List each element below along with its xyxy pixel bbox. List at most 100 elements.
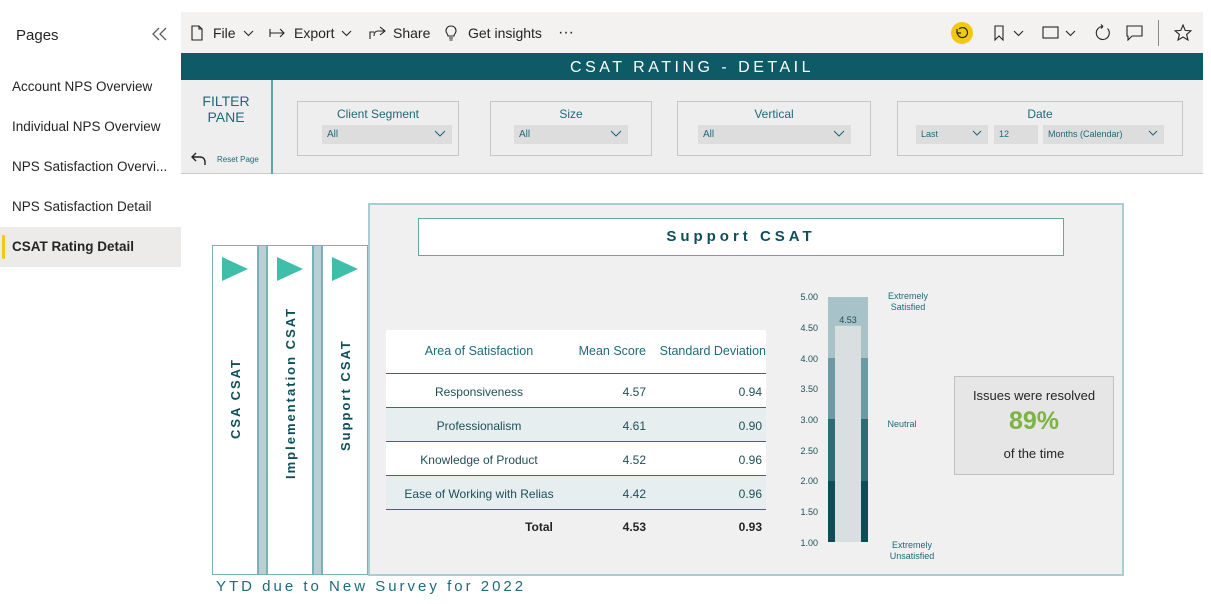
export-arrow-icon bbox=[269, 28, 285, 37]
nav-button-support-csat[interactable]: Support CSAT bbox=[322, 245, 368, 575]
kpi-caption-top: Issues were resolved bbox=[972, 388, 1096, 403]
comment-button[interactable] bbox=[1126, 12, 1143, 53]
date-slicer: Date Last 12 Months (Calendar) bbox=[897, 101, 1183, 156]
page-item-nps-satisfaction-detail[interactable]: NPS Satisfaction Detail bbox=[12, 199, 152, 214]
file-icon bbox=[191, 24, 203, 41]
star-icon bbox=[1174, 24, 1192, 41]
share-button[interactable]: Share bbox=[369, 12, 430, 53]
comment-icon bbox=[1126, 24, 1143, 41]
size-title: Size bbox=[559, 107, 583, 121]
nav-button-csa-csat[interactable]: CSA CSAT bbox=[212, 245, 258, 575]
size-dropdown[interactable]: All bbox=[514, 125, 628, 144]
lightbulb-icon bbox=[445, 24, 457, 41]
kpi-caption-bottom: of the time bbox=[1003, 446, 1065, 461]
refresh-button[interactable] bbox=[1094, 12, 1112, 53]
chevron-down-icon bbox=[1148, 130, 1158, 136]
pages-title: Pages bbox=[16, 27, 59, 44]
chevron-down-icon bbox=[972, 130, 982, 136]
column-header-sd[interactable]: Standard Deviation bbox=[659, 344, 766, 358]
vertical-slicer: Vertical All bbox=[677, 101, 871, 156]
chevron-down-icon bbox=[342, 30, 352, 36]
table-total-row: Total 4.53 0.93 bbox=[525, 520, 762, 534]
page-item-csat-rating-detail[interactable]: CSAT Rating Detail bbox=[0, 227, 181, 267]
collapse-pane-icon[interactable] bbox=[150, 24, 170, 44]
table-row: Professionalism 4.61 0.90 bbox=[386, 408, 766, 442]
table-row: Ease of Working with Relias 4.42 0.96 bbox=[386, 476, 766, 510]
nav-divider bbox=[313, 245, 322, 575]
chevron-down-icon bbox=[434, 130, 446, 137]
file-menu-button[interactable]: File bbox=[190, 12, 254, 53]
table-row: Knowledge of Product 4.52 0.96 bbox=[386, 442, 766, 476]
kpi-value: 89% bbox=[1008, 407, 1060, 435]
reset-icon bbox=[951, 21, 973, 44]
nav-button-implementation-csat[interactable]: Implementation CSAT bbox=[267, 245, 313, 575]
csat-gauge: 4.53 bbox=[828, 297, 868, 542]
satisfaction-table: Area of Satisfaction Mean Score Standard… bbox=[386, 330, 766, 542]
filter-pane-title-line2: PANE bbox=[207, 109, 245, 125]
chevron-down-icon bbox=[833, 130, 845, 137]
page-item-account-nps-overview[interactable]: Account NPS Overview bbox=[12, 79, 153, 94]
chevron-down-icon bbox=[243, 30, 253, 36]
gauge-label-mid: Neutral bbox=[887, 419, 917, 429]
client-segment-title: Client Segment bbox=[336, 107, 420, 121]
gauge-tick: 1.00 bbox=[800, 538, 818, 548]
reset-button[interactable] bbox=[950, 12, 974, 53]
toolbar-divider bbox=[1158, 20, 1159, 46]
page-item-nps-satisfaction-overview[interactable]: NPS Satisfaction Overvi... bbox=[12, 159, 168, 174]
play-arrow-icon bbox=[222, 257, 248, 281]
gauge-label-bottom: Extremely Unsatisfied bbox=[889, 540, 935, 561]
support-csat-panel: Support CSAT Area of Satisfaction Mean S… bbox=[368, 203, 1124, 576]
client-segment-dropdown[interactable]: All bbox=[322, 125, 452, 144]
more-options-button[interactable]: ··· bbox=[558, 23, 574, 41]
reset-page-button[interactable]: Reset Page bbox=[191, 152, 259, 166]
gauge-tick: 2.50 bbox=[800, 446, 818, 456]
column-header-mean[interactable]: Mean Score bbox=[578, 344, 646, 358]
chevron-down-icon bbox=[1013, 30, 1024, 36]
undo-icon bbox=[191, 152, 206, 165]
report-toolbar: File Export Share Get insights ··· bbox=[181, 12, 1203, 53]
get-insights-button[interactable]: Get insights bbox=[445, 12, 542, 53]
gauge-tick: 4.00 bbox=[800, 354, 818, 364]
date-unit-dropdown[interactable]: Months (Calendar) bbox=[1043, 125, 1164, 144]
bookmark-icon bbox=[994, 24, 1004, 41]
table-row: Responsiveness 4.57 0.94 bbox=[386, 374, 766, 408]
gauge-tick: 5.00 bbox=[800, 292, 818, 302]
chevron-down-icon bbox=[1065, 30, 1076, 36]
nav-divider bbox=[258, 245, 267, 575]
filter-pane-label: FILTER PANE Reset Page bbox=[181, 80, 273, 174]
column-header-area[interactable]: Area of Satisfaction bbox=[424, 344, 534, 358]
client-segment-slicer: Client Segment All bbox=[297, 101, 459, 156]
gauge-tick: 3.50 bbox=[800, 384, 818, 394]
gauge-tick: 3.00 bbox=[800, 415, 818, 425]
date-title: Date bbox=[1027, 107, 1053, 121]
page-item-individual-nps-overview[interactable]: Individual NPS Overview bbox=[12, 119, 161, 134]
gauge-value-label: 4.53 bbox=[839, 315, 857, 325]
gauge-tick: 2.00 bbox=[800, 476, 818, 486]
view-icon bbox=[1042, 26, 1059, 39]
gauge-value-bar bbox=[835, 325, 861, 542]
footer-note: YTD due to New Survey for 2022 bbox=[216, 578, 527, 595]
size-slicer: Size All bbox=[490, 101, 652, 156]
refresh-icon bbox=[1095, 23, 1110, 40]
chevron-down-icon bbox=[610, 130, 622, 137]
date-relative-dropdown[interactable]: Last bbox=[916, 125, 988, 144]
nav-label-support-csat: Support CSAT bbox=[338, 339, 353, 451]
view-button[interactable] bbox=[1042, 12, 1076, 53]
play-arrow-icon bbox=[277, 257, 303, 281]
nav-label-implementation-csat: Implementation CSAT bbox=[283, 306, 298, 479]
table-header: Area of Satisfaction Mean Score Standard… bbox=[386, 330, 766, 374]
panel-title: Support CSAT bbox=[418, 218, 1064, 256]
bookmark-button[interactable] bbox=[993, 12, 1024, 53]
export-menu-button[interactable]: Export bbox=[269, 12, 352, 53]
filter-pane: FILTER PANE Reset Page Client Segment Al… bbox=[181, 80, 1203, 174]
gauge-label-top: Extremely Satisfied bbox=[887, 291, 928, 312]
date-count-input[interactable]: 12 bbox=[994, 125, 1038, 144]
kpi-card-issues-resolved: Issues were resolved 89% of the time bbox=[954, 376, 1114, 475]
report-banner: CSAT RATING - DETAIL bbox=[181, 53, 1203, 80]
vertical-dropdown[interactable]: All bbox=[698, 125, 851, 144]
report-title: CSAT RATING - DETAIL bbox=[570, 59, 814, 76]
favorite-button[interactable] bbox=[1174, 12, 1192, 53]
gauge-tick: 4.50 bbox=[800, 323, 818, 333]
gauge-tick: 1.50 bbox=[800, 507, 818, 517]
nav-label-csa-csat: CSA CSAT bbox=[228, 358, 243, 439]
